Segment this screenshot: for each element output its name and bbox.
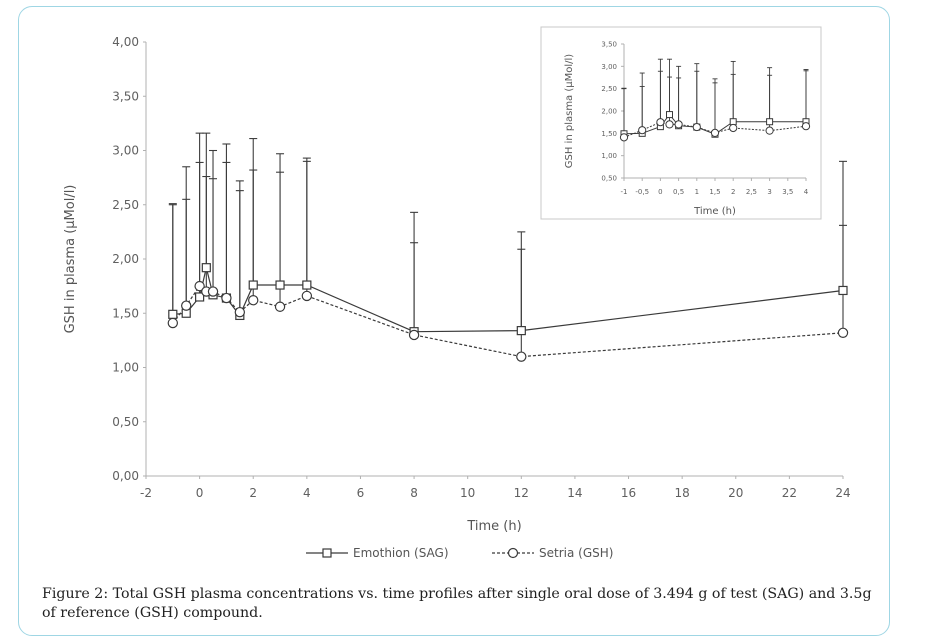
y-axis-label: GSH in plasma (µMol/l) — [564, 54, 575, 169]
series-line-gsh — [623, 121, 807, 138]
marker-gsh — [837, 327, 849, 338]
x-tick-label: 18 — [675, 486, 690, 500]
marker-gsh — [729, 123, 738, 133]
x-tick-label: 3 — [767, 188, 771, 196]
legend-gsh-label: Setria (GSH) — [539, 546, 613, 560]
y-tick-label: 0,50 — [601, 174, 617, 182]
y-tick-label: 1,00 — [112, 361, 139, 375]
series-line-gsh — [172, 285, 844, 358]
y-tick-label: 3,50 — [112, 89, 139, 103]
y-tick-label: 0,00 — [112, 469, 139, 483]
marker-gsh — [408, 329, 420, 341]
x-tick-label: 24 — [835, 486, 850, 500]
marker-sag — [248, 280, 258, 290]
marker-gsh — [710, 128, 720, 137]
y-tick-label: 2,00 — [112, 252, 139, 266]
marker-sag — [766, 118, 774, 126]
x-tick-label: 16 — [621, 486, 636, 500]
x-tick-label: 22 — [782, 486, 797, 500]
y-tick-label: 1,50 — [601, 130, 617, 138]
marker-sag — [275, 280, 285, 290]
marker-gsh — [656, 118, 665, 127]
x-tick-label: 1 — [695, 188, 699, 196]
marker-gsh — [248, 295, 259, 306]
y-tick-label: 2,00 — [601, 107, 617, 115]
x-tick-label: -2 — [140, 486, 152, 500]
legend-item-gsh: Setria (GSH) — [492, 546, 613, 560]
main-chart: 0,000,501,001,502,002,503,003,504,00-2 0 2… — [63, 35, 851, 534]
marker-gsh — [207, 286, 219, 297]
marker-gsh — [181, 300, 192, 311]
y-tick-label: 3,50 — [601, 40, 617, 48]
marker-gsh — [516, 351, 527, 362]
x-tick-label: 0 — [658, 188, 662, 196]
y-axis-label: GSH in plasma (µMol/l) — [63, 185, 78, 334]
x-tick-label: 10 — [460, 486, 475, 500]
x-tick-label: 2 — [249, 486, 257, 500]
x-tick-label: -0,5 — [635, 188, 649, 196]
marker-gsh — [665, 120, 674, 129]
x-tick-label: 0,5 — [673, 188, 684, 196]
inset-chart: 0,50 1,00 1,50 2,00 2,50 3,00 3,50 -1 -0,5 0 0,5 1 1… — [564, 40, 811, 217]
marker-gsh — [692, 122, 701, 132]
marker-sag — [729, 118, 737, 126]
figure-caption: Figure 2: Total GSH plasma concentration… — [42, 586, 872, 621]
x-tick-label: 4 — [303, 486, 311, 500]
series-line-sag — [623, 113, 806, 135]
y-tick-label: 1,50 — [112, 306, 139, 320]
x-tick-label: 20 — [728, 486, 743, 500]
marker-gsh — [674, 120, 683, 129]
y-tick-label: 0,50 — [112, 415, 139, 429]
y-tick-label: 3,00 — [112, 144, 139, 158]
x-axis-label: Time (h) — [466, 519, 521, 534]
marker-sag — [302, 280, 312, 290]
y-tick-label: 4,00 — [112, 35, 139, 49]
y-tick-label: 1,00 — [601, 152, 617, 160]
x-tick-label: 2 — [731, 188, 735, 196]
legend-sag-label: Emothion (SAG) — [353, 546, 449, 560]
marker-gsh — [801, 122, 811, 131]
marker-gsh — [638, 126, 647, 135]
marker-sag — [516, 326, 526, 336]
x-tick-label: 6 — [357, 486, 365, 500]
x-tick-label: 4 — [804, 188, 809, 196]
y-tick-label: 2,50 — [601, 85, 617, 93]
legend-sag-marker — [322, 548, 332, 558]
x-tick-label: 12 — [514, 486, 529, 500]
marker-gsh — [301, 290, 313, 302]
marker-gsh — [619, 133, 629, 142]
marker-sag — [838, 285, 848, 296]
marker-sag — [666, 111, 673, 119]
x-axis-label: Time (h) — [693, 206, 736, 217]
chart-svg: 0,000,501,001,502,002,503,003,504,00-2 0 2… — [63, 26, 851, 560]
x-tick-label: 8 — [410, 486, 418, 500]
series-line-sag — [172, 267, 844, 333]
marker-gsh — [234, 306, 246, 318]
marker-gsh — [194, 280, 205, 292]
marker-gsh — [274, 301, 286, 312]
marker-gsh — [167, 317, 179, 329]
marker-sag — [201, 263, 211, 273]
y-tick-label: 3,00 — [601, 63, 617, 71]
marker-gsh — [221, 292, 232, 304]
marker-gsh — [765, 126, 774, 135]
x-tick-label: 2,5 — [746, 188, 757, 196]
y-tick-label: 2,50 — [112, 198, 139, 212]
x-tick-label: 14 — [567, 486, 582, 500]
x-tick-label: 3,5 — [782, 188, 793, 196]
x-tick-label: -1 — [621, 188, 628, 196]
legend-gsh-marker — [507, 547, 519, 559]
marker-sag — [195, 292, 205, 302]
x-tick-label: 0 — [196, 486, 204, 500]
x-tick-label: 1,5 — [709, 188, 720, 196]
legend: Emothion (SAG) Setria (GSH) — [306, 546, 613, 560]
legend-item-sag: Emothion (SAG) — [306, 546, 449, 560]
marker-sag — [168, 309, 178, 319]
